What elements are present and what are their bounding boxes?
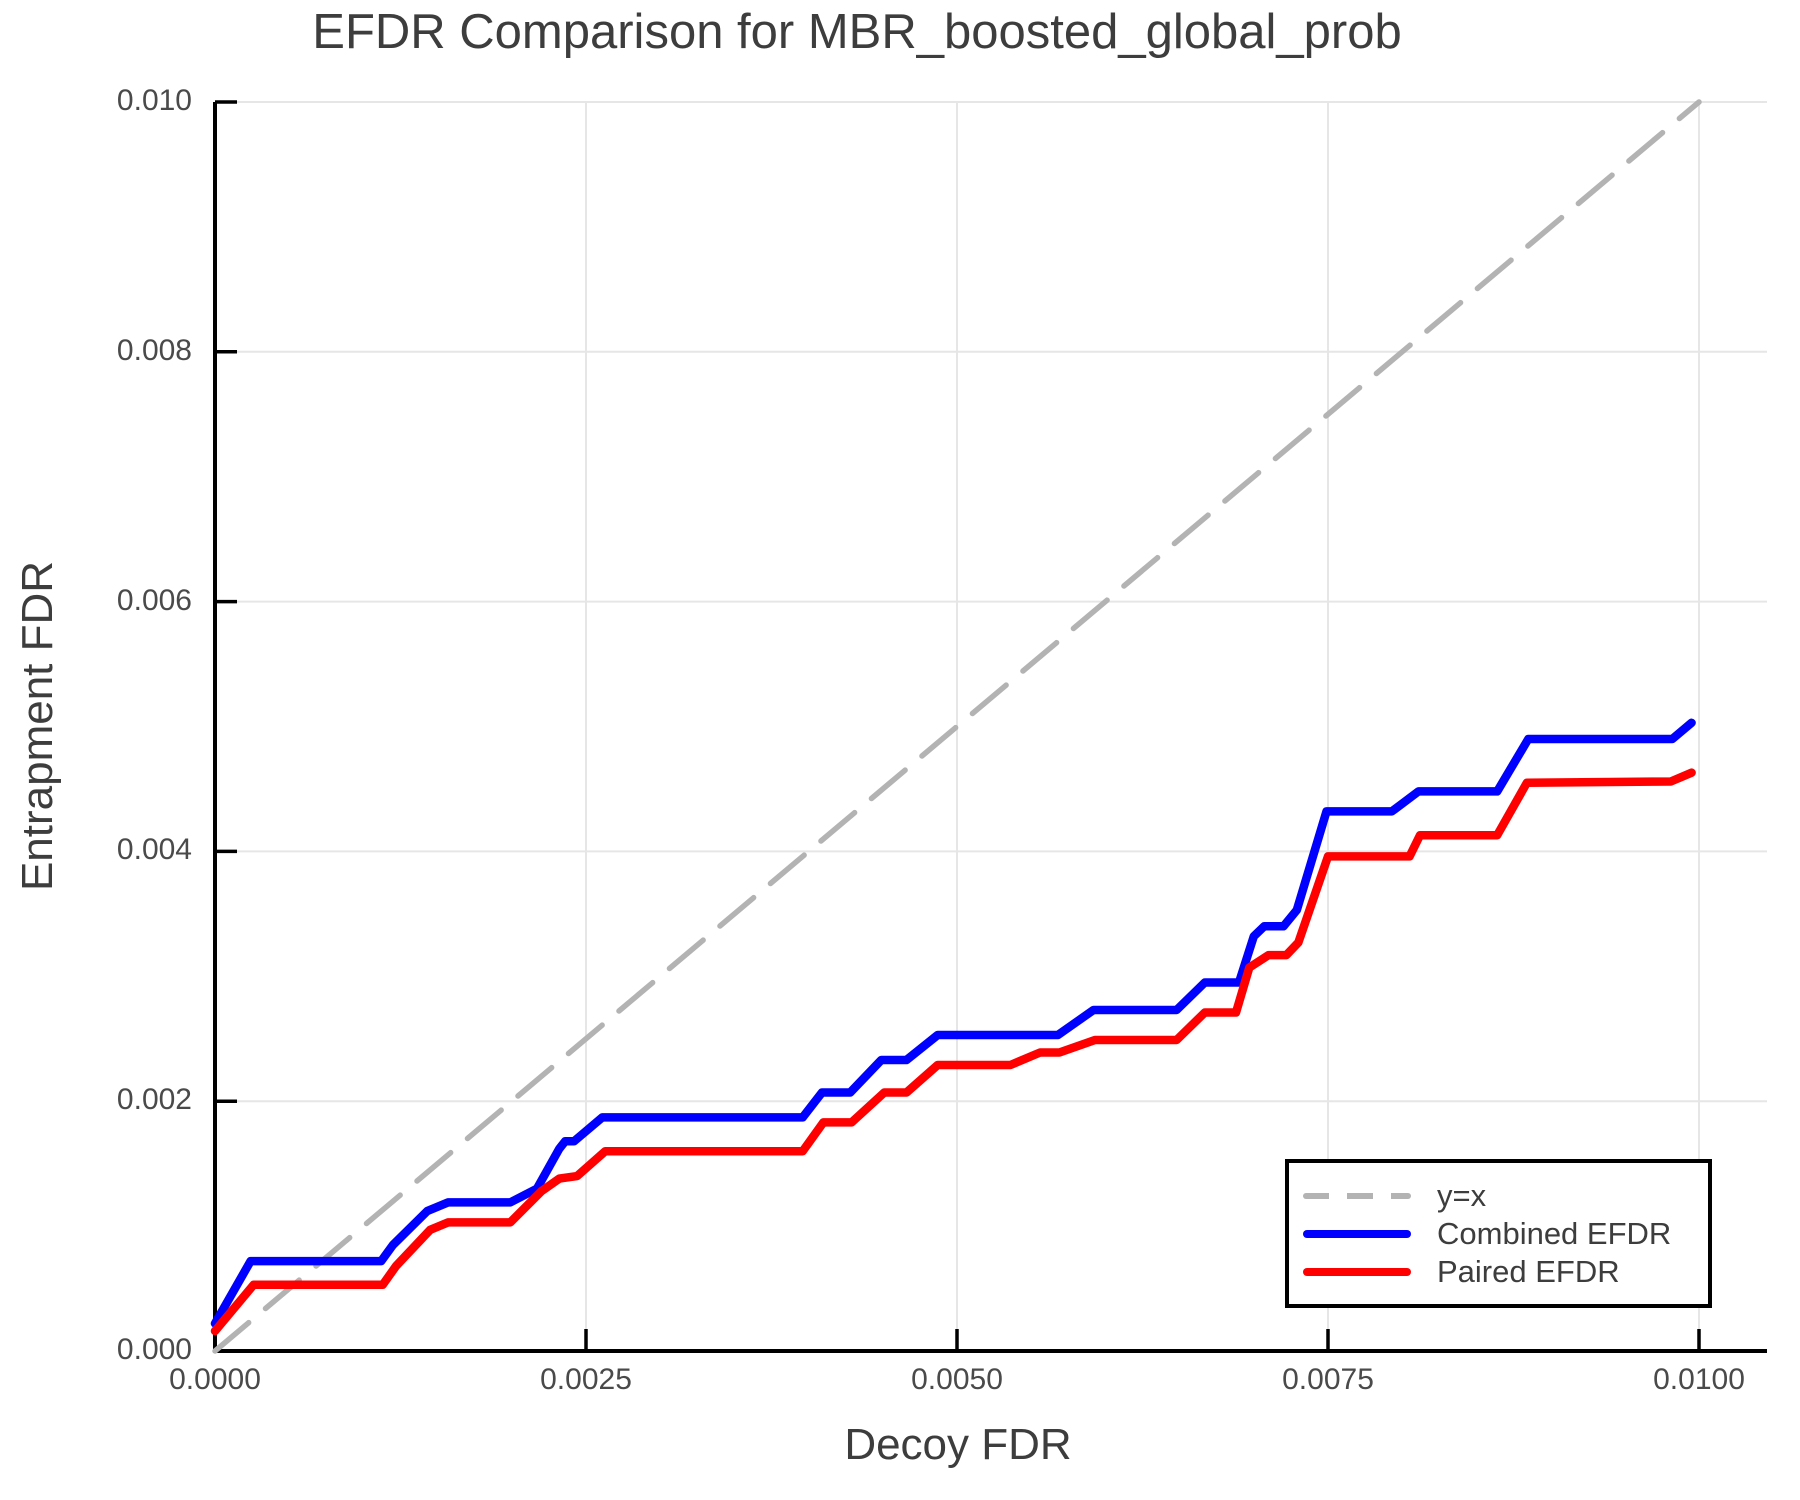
x-tick-label: 0.0050 [911,1363,1003,1396]
legend-label: Paired EFDR [1437,1253,1620,1289]
y-tick-label: 0.008 [116,333,192,367]
chart-title: EFDR Comparison for MBR_boosted_global_p… [312,5,1402,59]
y-tick-label: 0.010 [116,84,192,117]
legend-item-y-x: y=x [1303,1177,1708,1215]
y-tick-label: 0.000 [116,1333,192,1366]
legend-label: Combined EFDR [1437,1215,1672,1251]
legend-line-sample [1303,1267,1411,1276]
x-tick-label: 0.0025 [540,1363,632,1396]
y-tick-label: 0.006 [116,583,192,617]
series-paired-efdr [210,768,1696,1336]
y-tick-label: 0.002 [116,1083,192,1117]
x-tick-label: 0.0000 [169,1363,261,1396]
legend-item-paired-efdr: Paired EFDR [1303,1253,1708,1291]
legend: y=x Combined EFDR Paired EFDR [1285,1159,1712,1308]
x-axis-label: Decoy FDR [844,1420,1072,1469]
legend-label: y=x [1437,1177,1487,1213]
legend-line-sample [1303,1192,1411,1199]
series-y-x [212,99,1702,1354]
legend-line-sample [1303,1229,1411,1238]
y-tick-label: 0.004 [116,833,192,867]
legend-item-combined-efdr: Combined EFDR [1303,1215,1708,1253]
x-tick-label: 0.0075 [1282,1363,1374,1396]
series-combined-efdr [210,718,1696,1328]
x-tick-label: 0.0100 [1653,1363,1745,1396]
